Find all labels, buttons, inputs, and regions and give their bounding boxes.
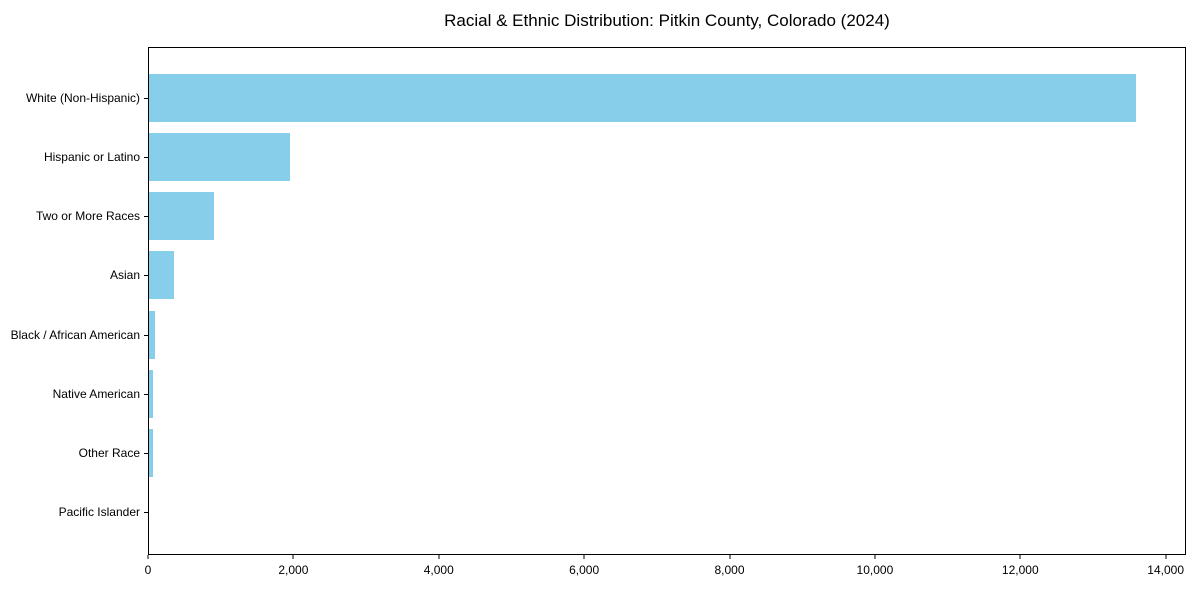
- y-tick-mark: [144, 275, 149, 277]
- x-tick-mark: [1165, 555, 1167, 559]
- x-tick-label: 10,000: [856, 563, 894, 577]
- x-tick-mark: [729, 555, 730, 559]
- x-tick-label: 12,000: [1001, 563, 1039, 577]
- bar-row: Hispanic or Latino: [44, 127, 1185, 186]
- y-axis-label: Hispanic or Latino: [43, 149, 140, 164]
- x-tick-label: 14,000: [1147, 563, 1184, 577]
- y-axis-label: Asian: [109, 268, 140, 283]
- bar-asian: [149, 251, 175, 300]
- y-tick-mark: [144, 512, 149, 514]
- y-axis-label: Native American: [52, 386, 140, 401]
- bar-hispanic-or-latino: [149, 132, 291, 181]
- y-axis-label: Other Race: [78, 446, 140, 461]
- bar-row: White (Non-Hispanic): [26, 68, 1185, 127]
- bar-row: Pacific Islander: [59, 483, 1185, 542]
- bar-row: Other Race: [79, 424, 1185, 483]
- bar-row: Native American: [53, 364, 1185, 423]
- x-axis: 0 2,000 4,000 6,000 8,000 10,000 12,000 14,000: [144, 555, 1186, 589]
- y-axis-label: White (Non-Hispanic): [25, 90, 140, 105]
- bar-white-non-hispanic: [149, 73, 1136, 122]
- bar-row: Asian: [110, 246, 1185, 305]
- bar-two-or-more-races: [149, 192, 215, 241]
- bar-rows: White (Non-Hispanic) Hispanic or Latino Tw…: [11, 48, 1185, 554]
- y-tick-mark: [144, 453, 149, 455]
- x-tick-label: 6,000: [569, 563, 600, 577]
- x-tick-label: 8,000: [714, 563, 745, 577]
- y-tick-mark: [144, 393, 149, 395]
- chart-title: Racial & Ethnic Distribution: Pitkin Cou…: [444, 11, 890, 30]
- y-tick-mark: [144, 216, 149, 218]
- x-tick-mark: [1019, 555, 1021, 559]
- y-axis-label: Two or More Races: [35, 209, 140, 224]
- bar-row: Two or More Races: [36, 187, 1185, 246]
- y-axis-label: Pacific Islander: [58, 505, 140, 520]
- y-tick-mark: [144, 334, 149, 336]
- x-tick-label: 0: [144, 563, 152, 577]
- y-axis-label: Black / African American: [10, 327, 140, 342]
- x-tick-mark: [147, 555, 149, 559]
- bar-row: Black / African American: [11, 305, 1185, 364]
- plot-area: White (Non-Hispanic) Hispanic or Latino Tw…: [11, 47, 1186, 555]
- bar-black-african-american: [149, 310, 155, 359]
- x-tick-label: 2,000: [278, 563, 309, 577]
- x-tick-mark: [438, 555, 440, 559]
- bar-native-american: [149, 369, 154, 418]
- x-tick-label: 4,000: [423, 563, 454, 577]
- x-tick-mark: [583, 555, 585, 559]
- x-tick-mark: [292, 555, 294, 559]
- y-tick-mark: [144, 97, 149, 99]
- x-tick-mark: [874, 555, 876, 559]
- bar-other-race: [149, 429, 154, 478]
- y-tick-mark: [144, 156, 149, 158]
